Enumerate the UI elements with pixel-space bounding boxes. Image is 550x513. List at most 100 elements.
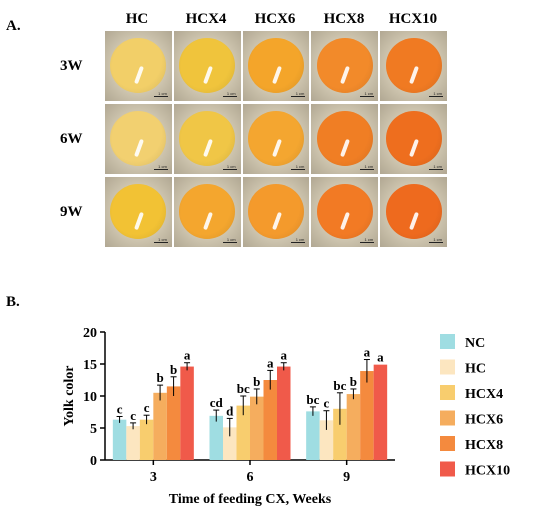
legend-swatch-hcx6 bbox=[440, 410, 455, 426]
row-label: 6W bbox=[60, 131, 83, 147]
bar-hcx10 bbox=[180, 366, 194, 460]
egg-yolk-photo: 1 cm bbox=[173, 104, 241, 174]
y-tick-label: 15 bbox=[83, 358, 97, 373]
scale-bar-label: 1 cm bbox=[226, 91, 236, 96]
significance-letter: cd bbox=[210, 395, 224, 410]
egg-white bbox=[380, 31, 447, 101]
egg-white bbox=[173, 177, 241, 247]
legend-swatch-hcx4 bbox=[440, 385, 455, 400]
bar-hc bbox=[223, 427, 237, 460]
significance-letter: a bbox=[364, 345, 371, 360]
yolk bbox=[316, 38, 373, 93]
yolk bbox=[385, 184, 442, 239]
bar-hcx6 bbox=[346, 394, 361, 460]
egg-white bbox=[105, 177, 172, 247]
significance-letter: a bbox=[377, 350, 384, 365]
scale-bar bbox=[428, 242, 443, 243]
scale-bar-label: 1 cm bbox=[364, 91, 374, 96]
yolk bbox=[110, 184, 167, 239]
significance-letter: a bbox=[267, 355, 274, 370]
egg-white bbox=[311, 104, 379, 174]
bar-hcx8 bbox=[166, 386, 181, 460]
significance-letter: c bbox=[130, 408, 136, 423]
egg-yolk-photo: 1 cm bbox=[242, 104, 310, 174]
egg-white bbox=[242, 31, 310, 101]
yolk bbox=[179, 111, 236, 166]
panel-b-label: B. bbox=[6, 294, 20, 310]
scale-bar bbox=[360, 96, 375, 97]
y-tick-label: 20 bbox=[83, 326, 97, 341]
legend-label: NC bbox=[465, 336, 485, 351]
significance-letter: b bbox=[170, 362, 177, 377]
significance-letter: b bbox=[156, 370, 163, 385]
bar-hcx8 bbox=[360, 371, 374, 460]
scale-bar bbox=[153, 242, 168, 243]
x-tick-label: 3 bbox=[150, 470, 157, 485]
scale-bar bbox=[360, 169, 375, 170]
legend-swatch-nc bbox=[440, 334, 455, 349]
egg-yolk-photo: 1 cm bbox=[380, 104, 447, 174]
yolk bbox=[179, 184, 236, 239]
egg-white bbox=[105, 104, 172, 174]
y-tick-label: 10 bbox=[83, 390, 97, 405]
legend-label: HCX8 bbox=[465, 438, 503, 453]
legend-label: HCX6 bbox=[465, 413, 503, 428]
egg-yolk-photo: 1 cm bbox=[105, 104, 172, 174]
scale-bar bbox=[291, 96, 306, 97]
egg-yolk-photo: 1 cm bbox=[311, 31, 379, 101]
egg-yolk-photo: 1 cm bbox=[311, 177, 379, 247]
scale-bar-label: 1 cm bbox=[226, 237, 236, 242]
egg-yolk-photo: 1 cm bbox=[242, 31, 310, 101]
egg-yolk-photo: 1 cm bbox=[173, 31, 241, 101]
significance-letter: a bbox=[184, 348, 191, 363]
significance-letter: bc bbox=[306, 392, 319, 407]
egg-white bbox=[311, 31, 379, 101]
x-tick-label: 9 bbox=[343, 470, 350, 485]
scale-bar bbox=[153, 96, 168, 97]
egg-yolk-photo: 1 cm bbox=[311, 104, 379, 174]
legend-swatch-hcx10 bbox=[440, 461, 455, 477]
photo-row-3w: 1 cm 1 cm 1 cm 1 cm 1 cm bbox=[105, 31, 447, 101]
scale-bar bbox=[428, 96, 443, 97]
scale-bar-label: 1 cm bbox=[226, 164, 236, 169]
scale-bar-label: 1 cm bbox=[158, 237, 167, 242]
bar-nc bbox=[306, 411, 320, 460]
legend-swatch-hc bbox=[440, 359, 455, 375]
egg-yolk-photo: 1 cm bbox=[380, 177, 447, 247]
row-label: 9W bbox=[60, 204, 83, 220]
egg-white bbox=[173, 104, 241, 174]
bar-hc bbox=[319, 420, 334, 460]
scale-bar-label: 1 cm bbox=[364, 237, 374, 242]
yolk bbox=[385, 38, 442, 93]
row-label: 3W bbox=[60, 58, 83, 74]
column-header: HCX4 bbox=[185, 11, 227, 27]
egg-white bbox=[380, 104, 447, 174]
legend-label: HCX4 bbox=[465, 387, 503, 402]
scale-bar bbox=[428, 169, 443, 170]
scale-bar-label: 1 cm bbox=[433, 237, 442, 242]
egg-yolk-photo: 1 cm bbox=[380, 31, 447, 101]
yolk bbox=[179, 38, 236, 93]
bar-hc bbox=[126, 426, 140, 460]
scale-bar bbox=[360, 242, 375, 243]
significance-letter: c bbox=[324, 396, 330, 411]
bar-nc bbox=[209, 415, 223, 460]
egg-yolk-photo: 1 cm bbox=[105, 177, 172, 247]
significance-letter: bc bbox=[237, 381, 250, 396]
egg-yolk-photo: 1 cm bbox=[242, 177, 310, 247]
bar-hcx4 bbox=[139, 419, 154, 460]
significance-letter: a bbox=[281, 348, 288, 363]
photo-row-6w: 1 cm 1 cm 1 cm 1 cm 1 cm bbox=[105, 104, 447, 174]
egg-white bbox=[105, 31, 172, 101]
egg-white bbox=[380, 177, 447, 247]
yolk bbox=[316, 111, 373, 166]
legend-label: HCX10 bbox=[465, 464, 510, 479]
significance-letter: bc bbox=[333, 378, 346, 393]
egg-white bbox=[173, 31, 241, 101]
yolk bbox=[247, 111, 305, 166]
bar-hcx4 bbox=[236, 405, 250, 460]
significance-letter: b bbox=[253, 374, 260, 389]
y-tick-label: 0 bbox=[90, 454, 97, 469]
yolk bbox=[110, 111, 167, 166]
